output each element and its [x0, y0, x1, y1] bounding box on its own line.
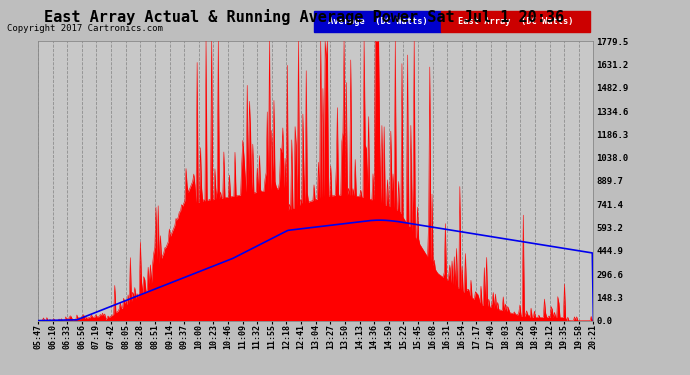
Bar — [441, 11, 590, 32]
Text: East Array  (DC Watts): East Array (DC Watts) — [457, 17, 573, 26]
Bar — [314, 11, 441, 32]
Text: East Array Actual & Running Average Power Sat Jul 1 20:36: East Array Actual & Running Average Powe… — [43, 9, 564, 26]
Text: Copyright 2017 Cartronics.com: Copyright 2017 Cartronics.com — [7, 24, 163, 33]
Text: Average  (DC Watts): Average (DC Watts) — [328, 17, 427, 26]
